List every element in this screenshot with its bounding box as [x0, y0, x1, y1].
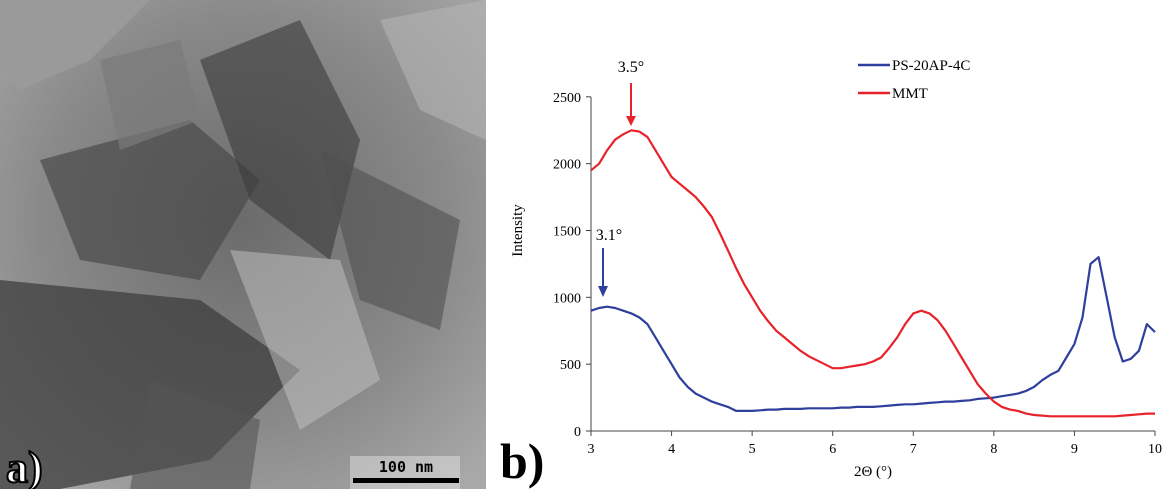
- annotation: 3.5°: [618, 59, 644, 76]
- x-tick-label: 6: [829, 442, 836, 457]
- x-tick-label: 3: [588, 442, 595, 457]
- y-tick-label: 2000: [553, 158, 581, 173]
- x-tick-label: 10: [1148, 442, 1162, 457]
- data-line: [590, 129, 1155, 418]
- arrow-head: [598, 286, 608, 297]
- x-tick-label: 4: [668, 442, 675, 457]
- y-tick-label: 1500: [553, 225, 581, 240]
- panel-label: b): [500, 433, 544, 489]
- y-tick-label: 500: [560, 358, 581, 373]
- arrow-head: [626, 116, 636, 126]
- x-tick-label: 7: [910, 442, 917, 457]
- y-tick-label: 0: [574, 425, 581, 440]
- y-axis-label: Intensity: [510, 204, 526, 257]
- annotation: 3.1°: [596, 227, 622, 244]
- tem-image: 100 nm a): [0, 0, 486, 489]
- chart: 0 500 1000 1500 2000 2500 3 4 5 6 7 8 9 10 2Θ (°) Inten…: [500, 58, 1162, 489]
- data-line: [590, 256, 1156, 412]
- panel-label: a): [6, 443, 43, 489]
- x-axis-label: 2Θ (°): [854, 464, 892, 480]
- x-tick-label: 9: [1071, 442, 1078, 457]
- scale-bar-label: 100 nm: [379, 458, 433, 476]
- legend-label: PS-20AP-4C: [892, 58, 970, 74]
- annotation-arrows: [598, 83, 636, 297]
- y-tick-label: 2500: [553, 91, 581, 106]
- x-tick-label: 8: [990, 442, 997, 457]
- legend-label: MMT: [892, 86, 928, 102]
- x-tick-label: 5: [749, 442, 756, 457]
- y-tick-label: 1000: [553, 291, 581, 306]
